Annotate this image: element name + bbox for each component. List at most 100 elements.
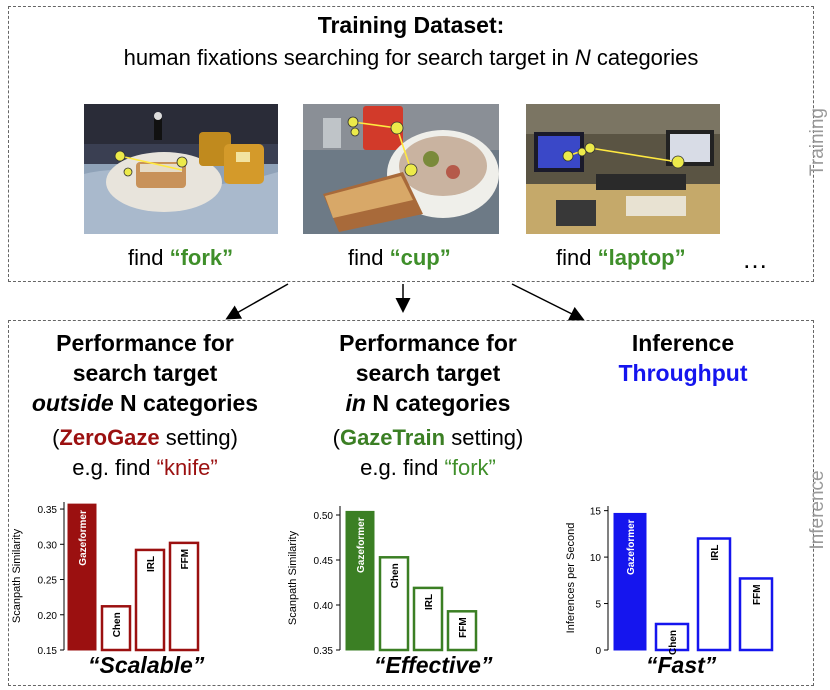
find-laptop-label: find “laptop” [556,245,686,271]
col3-line1: Inference [631,330,735,356]
col3-heading: Inference Throughput [565,328,801,388]
training-image-laptop [526,104,720,234]
col2-line1: Performance for [339,330,517,356]
col1-line1: Performance for [56,330,234,356]
bar-irl [412,586,444,652]
y-tick-label: 0.40 [314,601,334,612]
bar-label: Chen [112,612,123,637]
y-tick-label: 0.25 [38,576,58,587]
ellipsis: … [742,244,768,274]
subtitle-n: N [574,45,591,70]
find-word: find [128,245,164,270]
y-tick-label: 15 [590,507,602,518]
y-tick-label: 0 [595,646,601,657]
col1-line3-rest: N categories [113,390,259,416]
caption-fast: “Fast” [646,652,717,678]
col1-line3-italic: outside [31,390,114,416]
gazetrain-label: GazeTrain [339,425,446,450]
col1-example: e.g. find “knife” [10,453,280,483]
desk-laptop-photo [526,104,720,234]
col1-setting-line: (ZeroGaze setting) [10,423,280,453]
y-tick-label: 0.20 [38,611,58,622]
bar-irl [696,537,732,652]
bar-label: IRL [146,556,157,572]
bar-ffm [168,541,200,652]
training-box [8,6,814,282]
bar-label: FFM [180,549,191,570]
col2-setting-line: (GazeTrain setting) [293,423,563,453]
zerogaze-label: ZeroGaze [59,425,160,450]
y-tick-label: 0.35 [314,646,334,657]
caption-effective: “Effective” [374,652,493,678]
y-tick-label: 0.45 [314,556,334,567]
subtitle-post: categories [590,45,699,70]
bar-chen [378,556,410,652]
col1-line2: search target [72,360,218,386]
training-image-fork [84,104,278,234]
col2-line3-rest: N categories [366,390,511,416]
bar-label: FFM [458,617,469,638]
bar-chen [100,605,132,652]
col1-paren-open: ( [52,425,60,450]
target-fork: “fork” [169,245,234,270]
y-tick-label: 0.30 [38,540,58,551]
bar-ffm [738,577,774,652]
caption-scalable: “Scalable” [88,652,205,678]
training-image-cup [303,104,499,234]
find-word: find [556,245,592,270]
col2-line2: search target [355,360,501,386]
arrow-right [511,283,585,321]
bar-irl [134,548,166,652]
col2-eg-target: “fork” [444,455,496,480]
col1-paren-close: setting) [159,425,238,450]
y-tick-label: 10 [590,553,602,564]
col2-line3-italic: in [345,390,366,416]
find-cup-label: find “cup” [348,245,451,271]
bar-label: Gazeformer [356,517,367,573]
subtitle-pre: human fixations searching for search tar… [123,45,575,70]
training-title: Training Dataset: [317,12,505,38]
bar-label: Chen [668,630,679,655]
find-word: find [348,245,384,270]
y-axis-label: Inferences per Second [565,523,577,634]
flow-arrows [225,283,585,321]
arrow-left [225,283,289,320]
training-subtitle: human fixations searching for search tar… [8,45,814,71]
chart-zerogaze: Scanpath Similarity 0.15 0.20 0.25 0.30 0.35 G… [11,502,200,657]
target-cup: “cup” [389,245,451,270]
y-axis-label: Scanpath Similarity [11,528,23,623]
find-fork-label: find “fork” [128,245,233,271]
sandwich-salad-photo [303,104,499,234]
col2-heading: Performance for search target in N categ… [293,328,563,418]
y-tick-label: 0.50 [314,511,334,522]
col1-heading: Performance for search target outside N … [10,328,280,418]
y-tick-label: 0.35 [38,505,58,516]
target-laptop: “laptop” [597,245,686,270]
bar-gazeformer [613,512,647,651]
bar-label: Gazeformer [626,519,637,575]
col2-paren-open: ( [332,425,340,450]
breakfast-table-photo [84,104,278,234]
col2-example: e.g. find “fork” [293,453,563,483]
bar-label: IRL [424,594,435,610]
bar-chen [654,622,690,652]
col1-eg-target: “knife” [156,455,218,480]
col1-line3: outside N categories [10,388,280,418]
col2-line3: in N categories [293,388,563,418]
bar-label: FFM [752,584,763,605]
inference-side-label: Inference [807,470,828,550]
bar-label: Gazeformer [78,510,89,566]
chart-gazetrain: Scanpath Similarity 0.35 0.40 0.45 0.50 Gazef… [287,506,478,657]
bar-gazeformer [345,510,375,651]
col2-setting: (GazeTrain setting) e.g. find “fork” [293,423,563,483]
col1-eg: e.g. find [72,455,157,480]
bar-label: IRL [710,545,721,561]
y-tick-label: 0.15 [38,646,58,657]
inference-box [8,320,814,686]
y-axis-label: Scanpath Similarity [287,530,299,625]
bar-ffm [446,610,478,652]
chart-throughput: Inferences per Second 0 5 10 15 Gazeformer Che… [565,506,774,657]
col2-paren-close: setting) [445,425,524,450]
throughput-label: Throughput [618,360,748,386]
col2-eg: e.g. find [360,455,445,480]
